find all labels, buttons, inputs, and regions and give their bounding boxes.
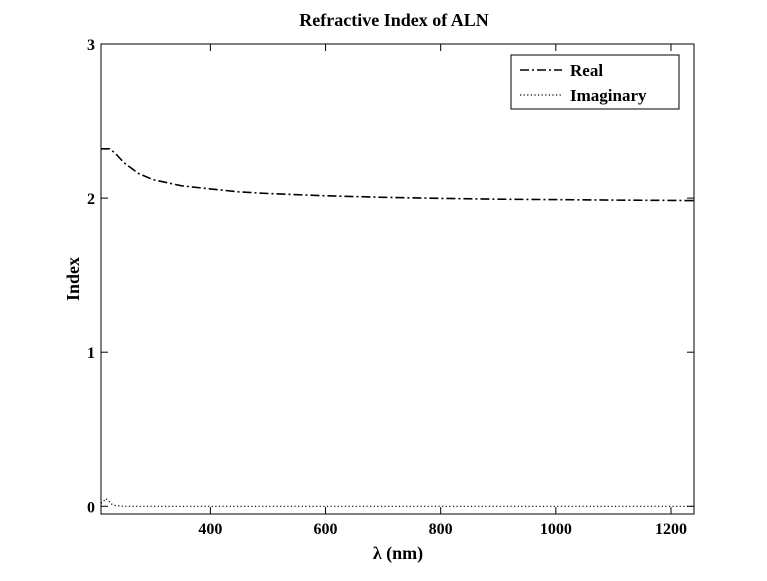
x-axis-label: λ (nm) [373,543,423,564]
y-axis-label: Index [63,257,83,301]
x-tick-label: 400 [198,521,222,538]
legend-box [510,54,680,110]
x-tick-label: 600 [314,521,338,538]
x-tick-label: 1000 [540,521,572,538]
y-tick-label: 1 [87,345,95,362]
legend: Real Imaginary [510,54,680,110]
y-tick-label: 3 [87,37,95,54]
y-tick-label: 2 [87,191,95,208]
series-line-real [101,148,695,202]
plot-area [100,43,695,515]
legend-label-imaginary: Imaginary [570,86,647,105]
series-line-imaginary [100,497,694,507]
series-layer [100,148,695,507]
x-tick-label: 800 [429,521,453,538]
x-tick-label: 1200 [655,521,687,538]
chart-title: Refractive Index of ALN [299,10,488,30]
y-tick-label: 0 [87,499,95,516]
y-axis: 0 1 2 3 [87,37,694,516]
x-axis: 400 600 800 1000 1200 [198,44,687,538]
legend-label-real: Real [570,61,603,80]
